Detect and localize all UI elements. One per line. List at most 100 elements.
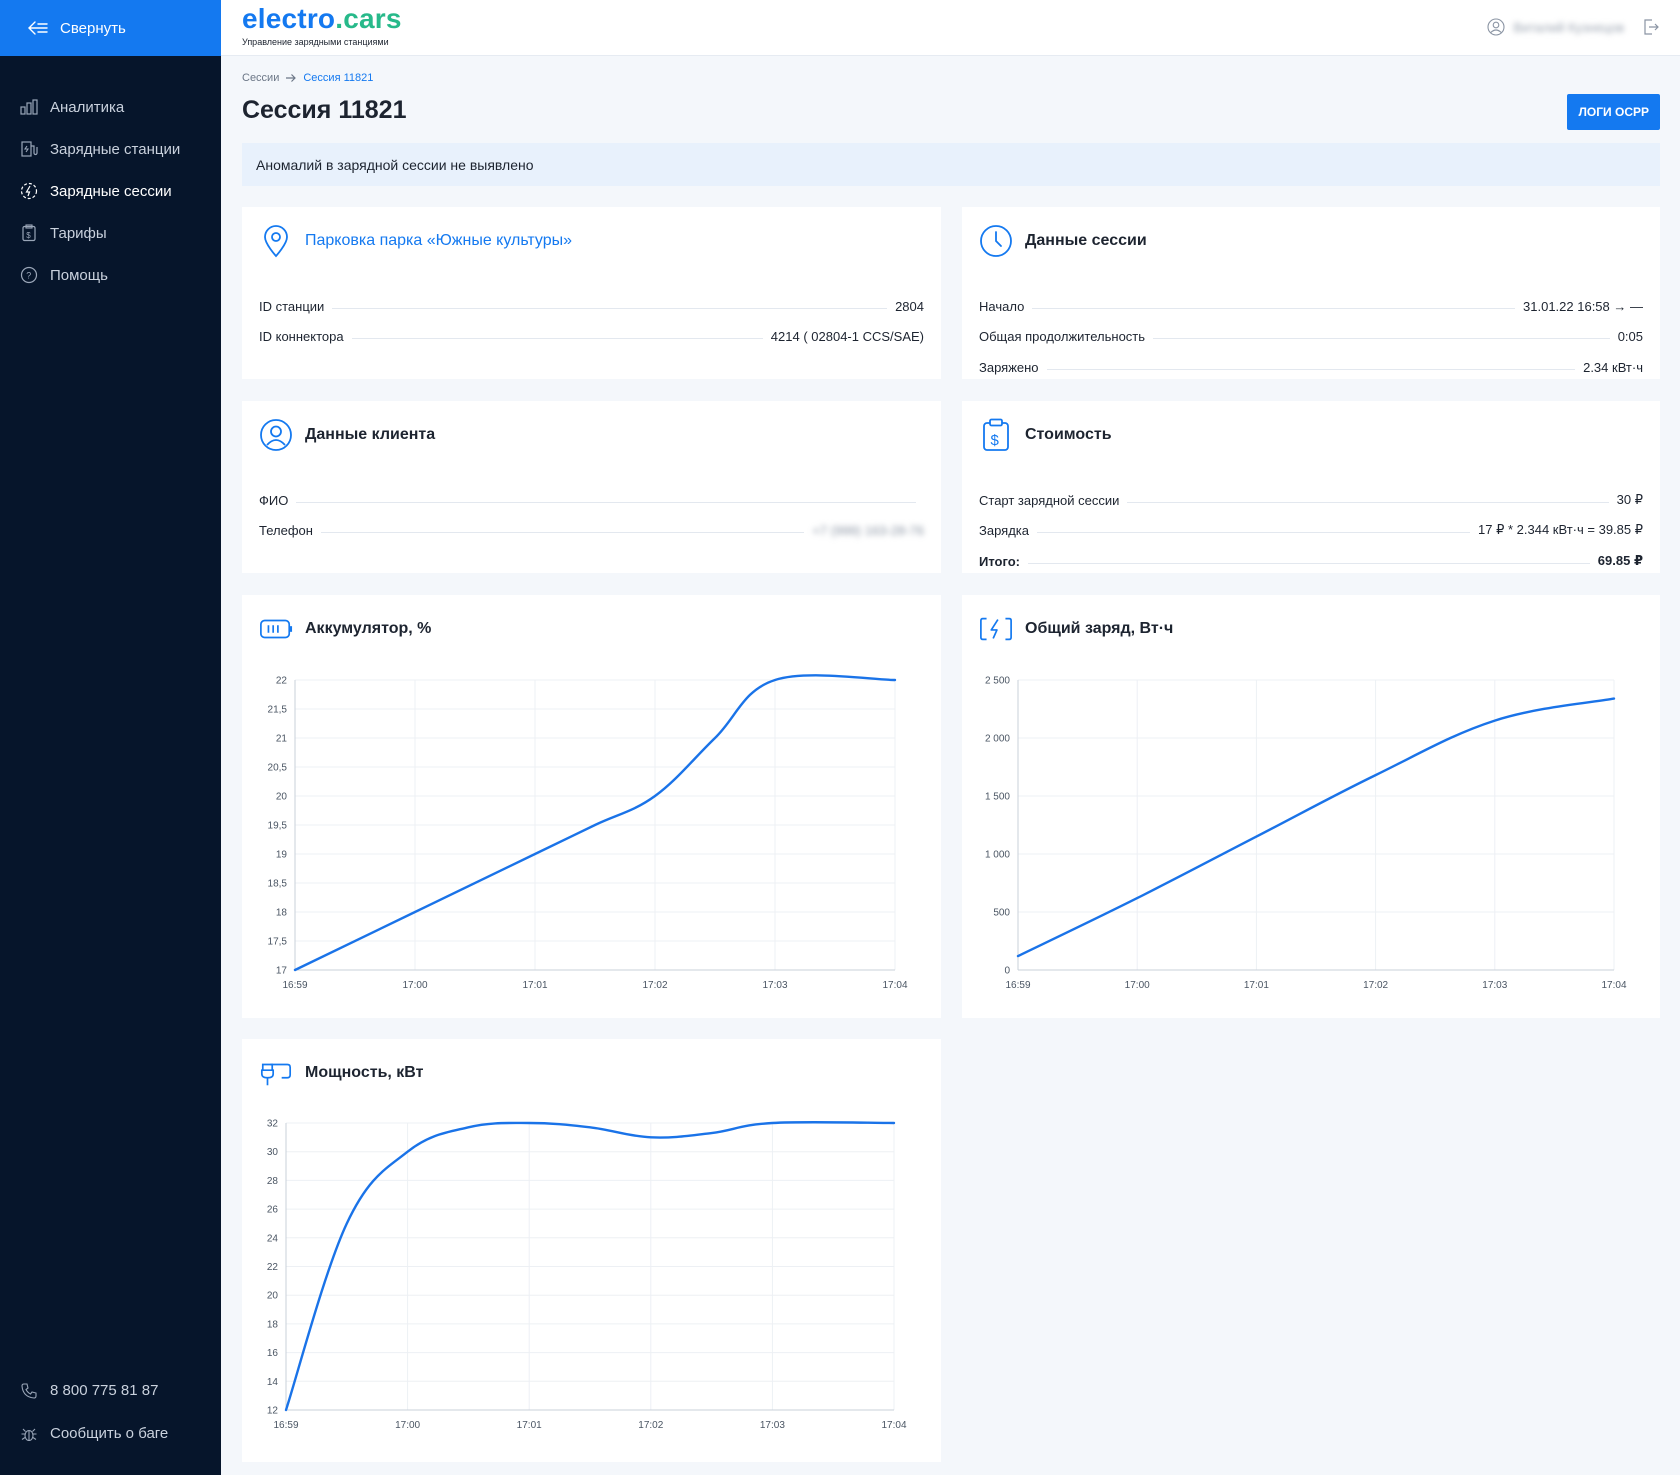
session-charged-row: Заряжено 2.34 кВт·ч: [979, 344, 1643, 375]
cost-card: $ Стоимость Старт зарядной сессии 30 ₽ За…: [962, 401, 1660, 573]
client-data-title: Данные клиента: [305, 426, 436, 443]
power-chart-card: Мощность, кВт 32 30 28 26 24 22 20 18 16 14 12 16:5…: [242, 1039, 941, 1462]
energy-chart-card: Общий заряд, Вт·ч 2 500 2 000 1 500 1 000 50…: [962, 595, 1660, 1018]
row-value: +7 (999) 163-28-76: [812, 523, 924, 538]
sidebar-item-tariffs[interactable]: $ Тарифы: [0, 212, 221, 254]
breadcrumb-current: Сессия 11821: [303, 72, 374, 84]
row-value: 4214 ( 02804-1 CCS/SAE): [770, 329, 924, 344]
logout-icon[interactable]: [1642, 18, 1660, 36]
logo[interactable]: electro.cars: [242, 3, 402, 35]
series-line: [293, 674, 897, 972]
cost-charging-row: Зарядка 17 ₽ * 2.344 кВт·ч = 39.85 ₽: [979, 508, 1643, 538]
row-label: Итого:: [979, 553, 1020, 569]
x-tick-label: 17:04: [1601, 980, 1626, 991]
row-leader: [1046, 368, 1576, 370]
y-tick-label: 18: [267, 1319, 279, 1330]
clock-icon: [979, 224, 1013, 258]
row-value: 2804: [895, 298, 924, 314]
top-header: electro.cars Управление зарядными станци…: [221, 0, 1680, 56]
report-bug-link[interactable]: Сообщить о баге: [0, 1412, 221, 1455]
sidebar-item-analytics[interactable]: Аналитика: [0, 86, 221, 128]
user-name[interactable]: Виталий Кузнецов: [1513, 19, 1624, 35]
sidebar-footer: 8 800 775 81 87 Сообщить о баге: [0, 1369, 221, 1455]
energy-chart: 2 500 2 000 1 500 1 000 500 0 16:59 17:00 17:01 1…: [985, 676, 1627, 992]
x-tick-label: 16:59: [1005, 980, 1030, 991]
help-icon: ?: [20, 266, 38, 284]
row-value: 17 ₽ * 2.344 кВт·ч = 39.85 ₽: [1478, 522, 1643, 537]
row-leader: [1127, 501, 1609, 503]
energy-chart-title: Общий заряд, Вт·ч: [1025, 620, 1174, 637]
y-tick-label: 32: [267, 1119, 279, 1130]
logo-part-electro: electro: [242, 3, 336, 34]
collapse-sidebar-button[interactable]: Свернуть: [0, 0, 221, 56]
collapse-label: Свернуть: [60, 19, 126, 37]
x-tick-label: 17:00: [402, 980, 427, 991]
row-label: ID станции: [259, 298, 325, 314]
y-tick-label: 500: [993, 908, 1010, 919]
battery-chart-title: Аккумулятор, %: [305, 620, 432, 637]
sidebar-item-label: Тарифы: [50, 224, 107, 242]
cost-title: Стоимость: [1025, 426, 1112, 443]
sidebar-item-sessions[interactable]: Зарядные сессии: [0, 170, 221, 212]
station-card: Парковка парка «Южные культуры» ID станц…: [242, 207, 941, 379]
logo-subtitle: Управление зарядными станциями: [242, 37, 389, 47]
row-leader: [1028, 562, 1590, 564]
x-tick-label: 17:02: [1363, 980, 1388, 991]
row-label: Телефон: [259, 523, 313, 538]
x-tick-label: 17:02: [638, 1420, 663, 1431]
y-tick-label: 30: [267, 1147, 279, 1158]
x-tick-label: 17:03: [760, 1420, 785, 1431]
x-tick-label: 17:01: [522, 980, 547, 991]
support-phone-link[interactable]: 8 800 775 81 87: [0, 1369, 221, 1412]
x-tick-label: 17:04: [881, 1420, 906, 1431]
user-avatar-icon[interactable]: [1487, 18, 1505, 36]
client-phone-row: Телефон +7 (999) 163-28-76: [259, 508, 924, 538]
battery-chart: 22 21,5 21 20,5 20 19,5 19 18,5 18 17,5 17 16:59 17:…: [268, 674, 908, 991]
y-tick-label: 14: [267, 1377, 279, 1388]
station-name-link[interactable]: Парковка парка «Южные культуры»: [305, 232, 573, 249]
series-line: [284, 1120, 896, 1412]
ocpp-logs-button[interactable]: ЛОГИ OCPP: [1567, 94, 1660, 130]
station-id-row: ID станции 2804: [259, 283, 924, 314]
row-label: Начало: [979, 298, 1025, 314]
row-leader: [296, 501, 916, 503]
x-tick-label: 16:59: [273, 1420, 298, 1431]
row-leader: [1032, 307, 1516, 309]
sidebar-item-help[interactable]: ? Помощь: [0, 254, 221, 296]
collapse-arrow-icon: [28, 21, 48, 35]
breadcrumb-parent[interactable]: Сессии: [242, 72, 280, 84]
session-duration-row: Общая продолжительность 0:05: [979, 314, 1643, 344]
phone-icon: [20, 1382, 38, 1400]
session-data-card: Данные сессии Начало 31.01.22 16:58 → — О…: [962, 207, 1660, 379]
x-tick-label: 17:00: [395, 1420, 420, 1431]
x-tick-label: 16:59: [282, 980, 307, 991]
connector-id-row: ID коннектора 4214 ( 02804-1 CCS/SAE): [259, 314, 924, 344]
row-value: 2.34 кВт·ч: [1583, 359, 1643, 375]
sidebar-nav: Аналитика Зарядные станции Зарядные сесс…: [0, 86, 221, 296]
y-tick-label: 22: [267, 1262, 279, 1273]
x-tick-label: 17:03: [1482, 980, 1507, 991]
sidebar-item-stations[interactable]: Зарядные станции: [0, 128, 221, 170]
row-label: ID коннектора: [259, 329, 344, 344]
user-area: Виталий Кузнецов: [1487, 18, 1660, 36]
y-tick-label: 24: [267, 1233, 279, 1244]
x-tick-label: 17:00: [1125, 980, 1150, 991]
row-label: ФИО: [259, 492, 289, 508]
sidebar-item-label: Зарядные сессии: [50, 182, 172, 200]
svg-text:?: ?: [26, 271, 31, 281]
y-tick-label: 1 000: [985, 850, 1010, 861]
y-tick-label: 0: [1004, 966, 1010, 977]
logo-part-cars: .cars: [335, 3, 402, 34]
y-tick-label: 21,5: [268, 705, 288, 716]
page-title: Сессия 11821: [242, 96, 407, 124]
y-tick-label: 16: [267, 1348, 279, 1359]
breadcrumb: Сессии Сессия 11821: [242, 72, 373, 84]
row-value: 0:05: [1617, 329, 1643, 344]
report-bug-label: Сообщить о баге: [50, 1425, 169, 1442]
row-value: 69.85 ₽: [1597, 552, 1643, 568]
anomaly-alert: Аномалий в зарядной сессии не выявлено: [242, 143, 1660, 186]
cost-start-row: Старт зарядной сессии 30 ₽: [979, 477, 1643, 508]
battery-icon: [259, 612, 293, 646]
cost-total-row: Итого: 69.85 ₽: [979, 538, 1643, 569]
x-tick-label: 17:02: [642, 980, 667, 991]
